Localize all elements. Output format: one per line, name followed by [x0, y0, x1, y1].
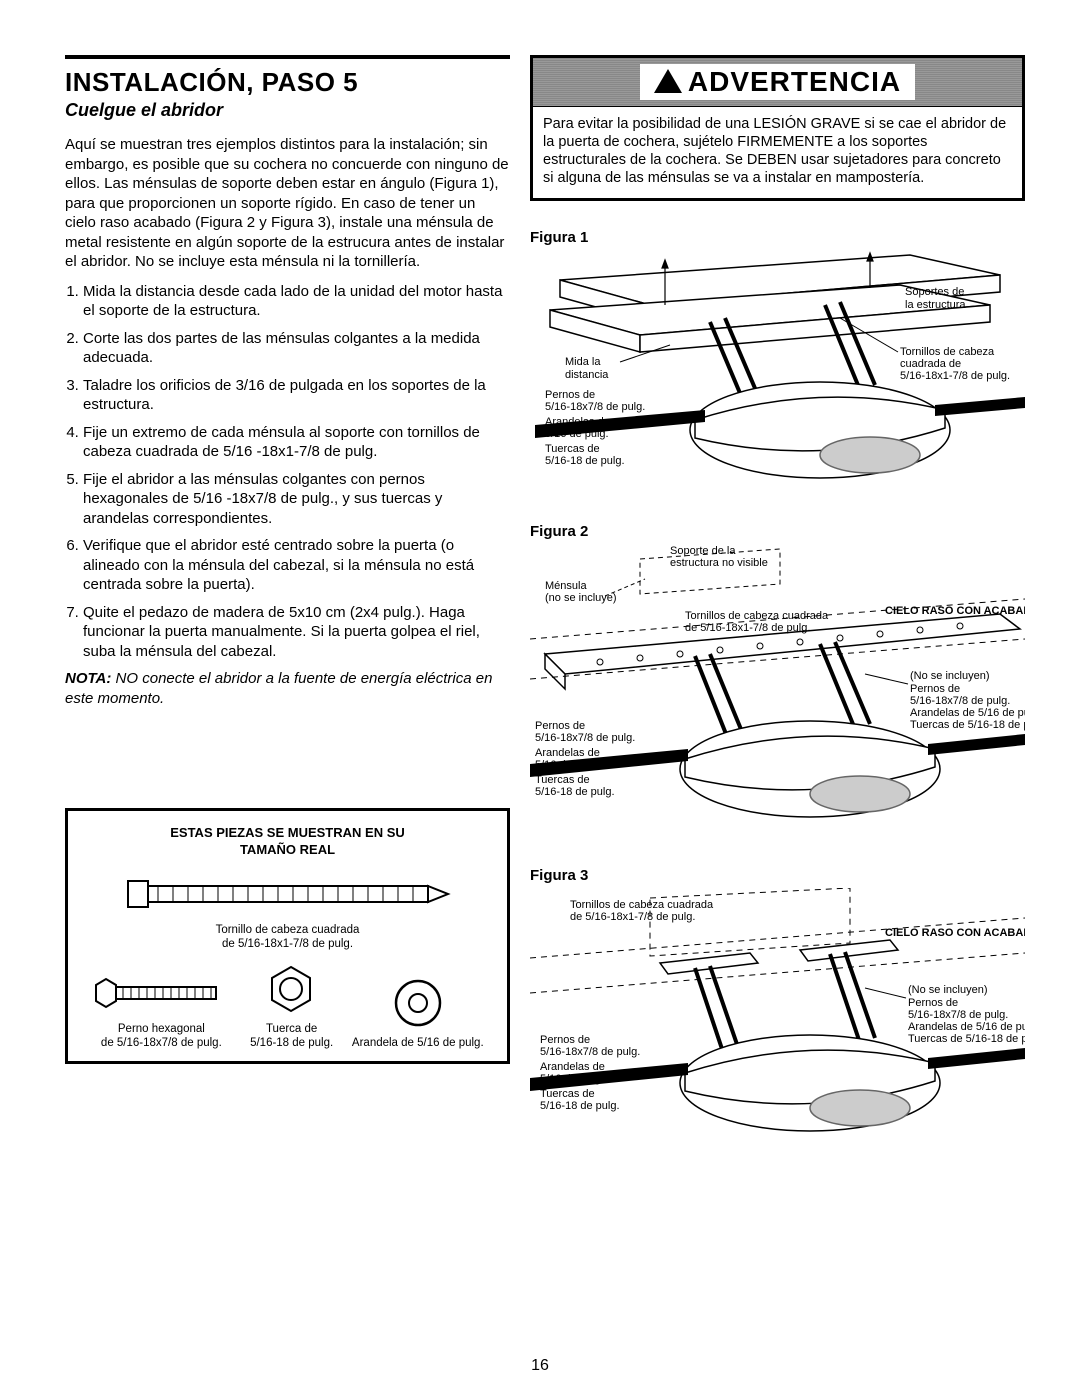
svg-text:CIELO RASO CON ACABADO: CIELO RASO CON ACABADO: [885, 605, 1025, 617]
step-item: Fije un extremo de cada ménsula al sopor…: [83, 423, 510, 462]
svg-text:Tornillos de cabeza cuadrada: Tornillos de cabeza cuadrada: [570, 899, 714, 911]
note-text: NOTA: NO conecte el abridor a la fuente …: [65, 669, 510, 708]
svg-text:Pernos de: Pernos de: [540, 1034, 590, 1046]
svg-text:distancia: distancia: [565, 369, 609, 381]
warning-body: Para evitar la posibilidad de una LESIÓN…: [533, 107, 1022, 198]
svg-text:5/16 de pulg.: 5/16 de pulg.: [545, 428, 609, 440]
svg-text:Tuercas de 5/16-18 de pulg.: Tuercas de 5/16-18 de pulg.: [910, 719, 1025, 731]
warning-title: ADVERTENCIA: [688, 66, 901, 97]
svg-text:5/16-18x7/8 de pulg.: 5/16-18x7/8 de pulg.: [908, 1009, 1008, 1021]
nut-icon: [264, 963, 319, 1018]
svg-text:5/16-18x1-7/8 de pulg.: 5/16-18x1-7/8 de pulg.: [900, 370, 1010, 382]
nut-label: Tuerca de 5/16-18 de pulg.: [250, 1023, 333, 1051]
washer-icon: [388, 977, 448, 1032]
figure-2-diagram: Soporte de la estructura no visible Méns…: [530, 544, 1025, 834]
section-subtitle: Cuelgue el abridor: [65, 100, 510, 121]
svg-text:Tuercas de: Tuercas de: [535, 774, 590, 786]
figure-1-label: Figura 1: [530, 229, 1025, 246]
svg-text:5/16-18x7/8 de pulg.: 5/16-18x7/8 de pulg.: [540, 1046, 640, 1058]
svg-text:Tuercas de: Tuercas de: [545, 443, 600, 455]
step-item: Corte las dos partes de las ménsulas col…: [83, 329, 510, 368]
svg-text:(No se incluyen): (No se incluyen): [910, 670, 989, 682]
bolt-hex-icon: [91, 973, 231, 1018]
svg-text:estructura no visible: estructura no visible: [670, 557, 768, 569]
svg-text:5/16 de pulg.: 5/16 de pulg.: [535, 759, 599, 771]
svg-text:Soportes de: Soportes de: [905, 286, 964, 298]
svg-text:Tornillos de cabeza cuadrada: Tornillos de cabeza cuadrada: [685, 610, 829, 622]
note-body: NO conecte el abridor a la fuente de ene…: [65, 670, 492, 707]
svg-text:5/16-18 de pulg.: 5/16-18 de pulg.: [535, 786, 615, 798]
svg-text:5/16 de pulg.: 5/16 de pulg.: [540, 1073, 604, 1085]
warning-triangle-icon: [654, 69, 682, 93]
svg-text:CIELO RASO CON ACABADO: CIELO RASO CON ACABADO: [885, 927, 1025, 939]
svg-text:Pernos de: Pernos de: [908, 997, 958, 1009]
figure-2-label: Figura 2: [530, 523, 1025, 540]
parts-title: ESTAS PIEZAS SE MUESTRAN EN SU TAMAÑO RE…: [82, 825, 493, 859]
intro-paragraph: Aquí se muestran tres ejemplos distintos…: [65, 135, 510, 272]
bolt-hex-label: Perno hexagonal de 5/16-18x7/8 de pulg.: [91, 1023, 231, 1051]
svg-text:Pernos de: Pernos de: [910, 683, 960, 695]
svg-text:Arandelas de 5/16 de pulg.: Arandelas de 5/16 de pulg.: [910, 707, 1025, 719]
warning-box: ADVERTENCIA Para evitar la posibilidad d…: [530, 55, 1025, 201]
svg-text:5/16-18 de pulg.: 5/16-18 de pulg.: [540, 1100, 620, 1112]
svg-text:Tuercas de: Tuercas de: [540, 1088, 595, 1100]
step-item: Fije el abridor a las ménsulas colgantes…: [83, 470, 510, 529]
washer-label: Arandela de 5/16 de pulg.: [352, 1037, 484, 1051]
step-item: Taladre los orificios de 3/16 de pulgada…: [83, 376, 510, 415]
svg-text:(no se incluye): (no se incluye): [545, 592, 617, 604]
svg-text:cuadrada de: cuadrada de: [900, 358, 961, 370]
svg-text:Arandelas de: Arandelas de: [540, 1061, 605, 1073]
svg-text:Ménsula: Ménsula: [545, 580, 587, 592]
page-number: 16: [0, 1357, 1080, 1375]
bolt-long-label: Tornillo de cabeza cuadrada de 5/16-18x1…: [82, 924, 493, 952]
divider-line: [65, 55, 510, 59]
svg-text:Arandelas de 5/16 de pulg.: Arandelas de 5/16 de pulg.: [908, 1021, 1025, 1033]
note-label: NOTA:: [65, 670, 111, 687]
step-item: Verifique que el abridor esté centrado s…: [83, 536, 510, 595]
bolt-long-icon: [108, 869, 468, 919]
svg-text:la estructura: la estructura: [905, 299, 966, 311]
svg-text:5/16-18x7/8 de pulg.: 5/16-18x7/8 de pulg.: [535, 732, 635, 744]
svg-text:Arandelas de: Arandelas de: [535, 747, 600, 759]
svg-text:Soporte de la: Soporte de la: [670, 545, 736, 557]
svg-text:Tuercas de 5/16-18 de pulg.: Tuercas de 5/16-18 de pulg.: [908, 1033, 1025, 1045]
svg-text:5/16-18x7/8 de pulg.: 5/16-18x7/8 de pulg.: [910, 695, 1010, 707]
svg-text:Arandelas de: Arandelas de: [545, 416, 610, 428]
svg-text:de 5/16-18x1-7/8 de pulg.: de 5/16-18x1-7/8 de pulg.: [685, 622, 810, 634]
svg-text:Pernos de: Pernos de: [535, 720, 585, 732]
svg-text:de 5/16-18x1-7/8 de pulg.: de 5/16-18x1-7/8 de pulg.: [570, 911, 695, 923]
svg-text:Pernos de: Pernos de: [545, 389, 595, 401]
warning-header: ADVERTENCIA: [533, 58, 1022, 107]
figure-1-diagram: Soportes de la estructura Mida la distan…: [530, 250, 1025, 490]
svg-text:Tornillos de cabeza: Tornillos de cabeza: [900, 346, 995, 358]
step-list: Mida la distancia desde cada lado de la …: [65, 282, 510, 662]
svg-text:Mida la: Mida la: [565, 356, 601, 368]
parts-box: ESTAS PIEZAS SE MUESTRAN EN SU TAMAÑO RE…: [65, 808, 510, 1064]
step-item: Mida la distancia desde cada lado de la …: [83, 282, 510, 321]
figure-3-label: Figura 3: [530, 867, 1025, 884]
figure-3-diagram: Tornillos de cabeza cuadrada de 5/16-18x…: [530, 888, 1025, 1148]
svg-text:5/16-18x7/8 de pulg.: 5/16-18x7/8 de pulg.: [545, 401, 645, 413]
svg-text:5/16-18 de pulg.: 5/16-18 de pulg.: [545, 455, 625, 467]
section-title: INSTALACIÓN, PASO 5: [65, 67, 510, 98]
svg-text:(No se incluyen): (No se incluyen): [908, 984, 987, 996]
step-item: Quite el pedazo de madera de 5x10 cm (2x…: [83, 603, 510, 662]
